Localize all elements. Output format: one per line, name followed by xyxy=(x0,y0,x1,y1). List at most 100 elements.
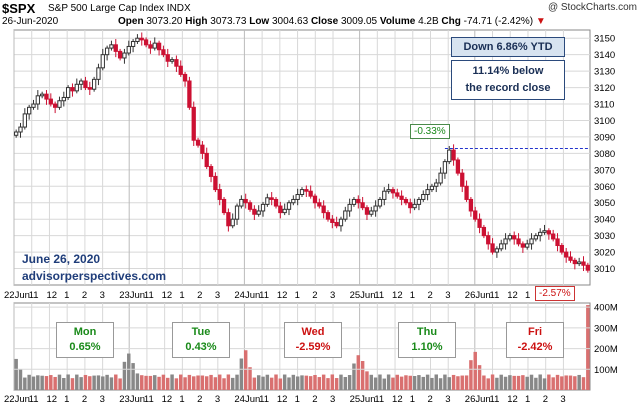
candle-body xyxy=(468,198,474,212)
candle-body xyxy=(438,172,443,184)
volume-bar xyxy=(495,377,499,390)
volume-bar xyxy=(300,375,304,390)
volume-bar xyxy=(79,377,83,390)
candle-body xyxy=(247,202,253,210)
volume-bar xyxy=(568,375,573,390)
candle-body xyxy=(564,251,569,258)
candle-body xyxy=(70,87,75,92)
volume-bar xyxy=(36,375,40,390)
y-tick-label: 3150 xyxy=(594,34,615,45)
volume-bar xyxy=(434,374,438,390)
candle-body xyxy=(473,210,478,220)
volume-bar xyxy=(187,374,192,390)
candle-body xyxy=(52,103,58,108)
candle-body xyxy=(559,245,564,253)
candle-body xyxy=(507,235,513,240)
volume-bar xyxy=(490,374,495,390)
volume-bar xyxy=(347,375,352,390)
volume-bar xyxy=(451,374,456,390)
candle-body xyxy=(434,182,439,187)
x-hour-label: 3 xyxy=(100,394,105,405)
exchange: INDX xyxy=(166,3,191,14)
x-hour-label: 12 xyxy=(392,394,403,405)
candle-body xyxy=(48,98,53,105)
candle-body xyxy=(22,113,27,128)
candle-body xyxy=(572,259,577,265)
volume-bar xyxy=(330,374,335,390)
low-value: 3004.63 xyxy=(272,16,309,27)
volume-bar xyxy=(14,358,18,390)
x-hour-label: 11 xyxy=(374,394,384,405)
x-day-label: 23Jun xyxy=(119,290,145,301)
volume-bar xyxy=(213,377,218,390)
volume-tick-label: 100M xyxy=(594,365,618,376)
volume-bar xyxy=(464,375,469,390)
y-tick-label: 3110 xyxy=(594,100,614,111)
record-annotation-line2: the record close xyxy=(465,82,551,94)
candle-body xyxy=(87,87,92,90)
x-hour-label: 1 xyxy=(410,290,415,301)
ytd-annotation: Down 6.86% YTD xyxy=(451,37,565,57)
candle-body xyxy=(243,198,248,204)
candle-body xyxy=(44,93,49,100)
candle-body xyxy=(369,210,374,215)
candle-body xyxy=(516,238,521,245)
volume-bar xyxy=(62,377,66,390)
x-hour-label: 12 xyxy=(162,290,173,301)
volume-bar xyxy=(356,355,361,390)
x-day-label: 26Jun xyxy=(465,290,491,301)
volume-bar xyxy=(170,374,174,390)
y-tick-label: 3030 xyxy=(594,231,615,242)
candle-body xyxy=(425,189,430,196)
candle-body xyxy=(525,243,530,248)
volume-bar xyxy=(443,374,447,390)
x-hour-label: 1 xyxy=(179,290,184,301)
x-hour-label: 11 xyxy=(490,290,500,301)
x-hour-label: 12 xyxy=(162,394,173,405)
candle-body xyxy=(286,202,292,210)
x-hour-label: 3 xyxy=(445,394,450,405)
candle-body xyxy=(477,218,482,228)
candle-body xyxy=(239,198,244,207)
volume-bar xyxy=(317,377,322,390)
candle-body xyxy=(520,243,526,248)
candle-body xyxy=(373,205,378,212)
site-date: June 26, 2020 xyxy=(22,252,101,266)
x-hour-label: 1 xyxy=(64,290,69,301)
day-pct: -2.59% xyxy=(295,341,331,353)
volume-bar xyxy=(308,376,313,390)
candle-body xyxy=(291,198,296,204)
volume-bar xyxy=(425,374,430,390)
x-hour-label: 12 xyxy=(507,394,518,405)
candle-body xyxy=(204,152,209,168)
day-pct: 0.43% xyxy=(185,341,217,353)
volume-bar xyxy=(469,360,473,390)
x-hour-label: 2 xyxy=(543,394,548,405)
volume-bar xyxy=(503,376,508,390)
high-label: High xyxy=(185,16,208,27)
volume-bar xyxy=(321,374,326,390)
volume-bar xyxy=(326,378,330,390)
high-callout: -0.33% xyxy=(410,124,450,139)
candle-body xyxy=(382,190,387,200)
watermark: @ StockCharts.com xyxy=(547,2,637,13)
volume-bar xyxy=(460,375,464,390)
volume-bar xyxy=(399,376,404,390)
candle-body xyxy=(447,149,452,163)
candle-body xyxy=(416,198,422,205)
candle-body xyxy=(399,195,404,200)
volume-bar xyxy=(222,378,226,390)
volume-bar xyxy=(44,376,49,390)
volume-bar xyxy=(265,374,270,390)
x-day-label: 22Jun xyxy=(4,394,30,405)
volume-bar xyxy=(408,375,413,390)
x-hour-label: 11 xyxy=(374,290,384,301)
x-hour-label: 11 xyxy=(29,290,39,301)
volume-bar xyxy=(209,374,213,390)
candle-body xyxy=(260,203,266,212)
candle-body xyxy=(165,54,170,62)
volume-bar xyxy=(360,361,365,390)
volume-bar xyxy=(75,374,79,390)
volume-bar xyxy=(456,376,460,390)
volume-bar xyxy=(204,376,209,390)
